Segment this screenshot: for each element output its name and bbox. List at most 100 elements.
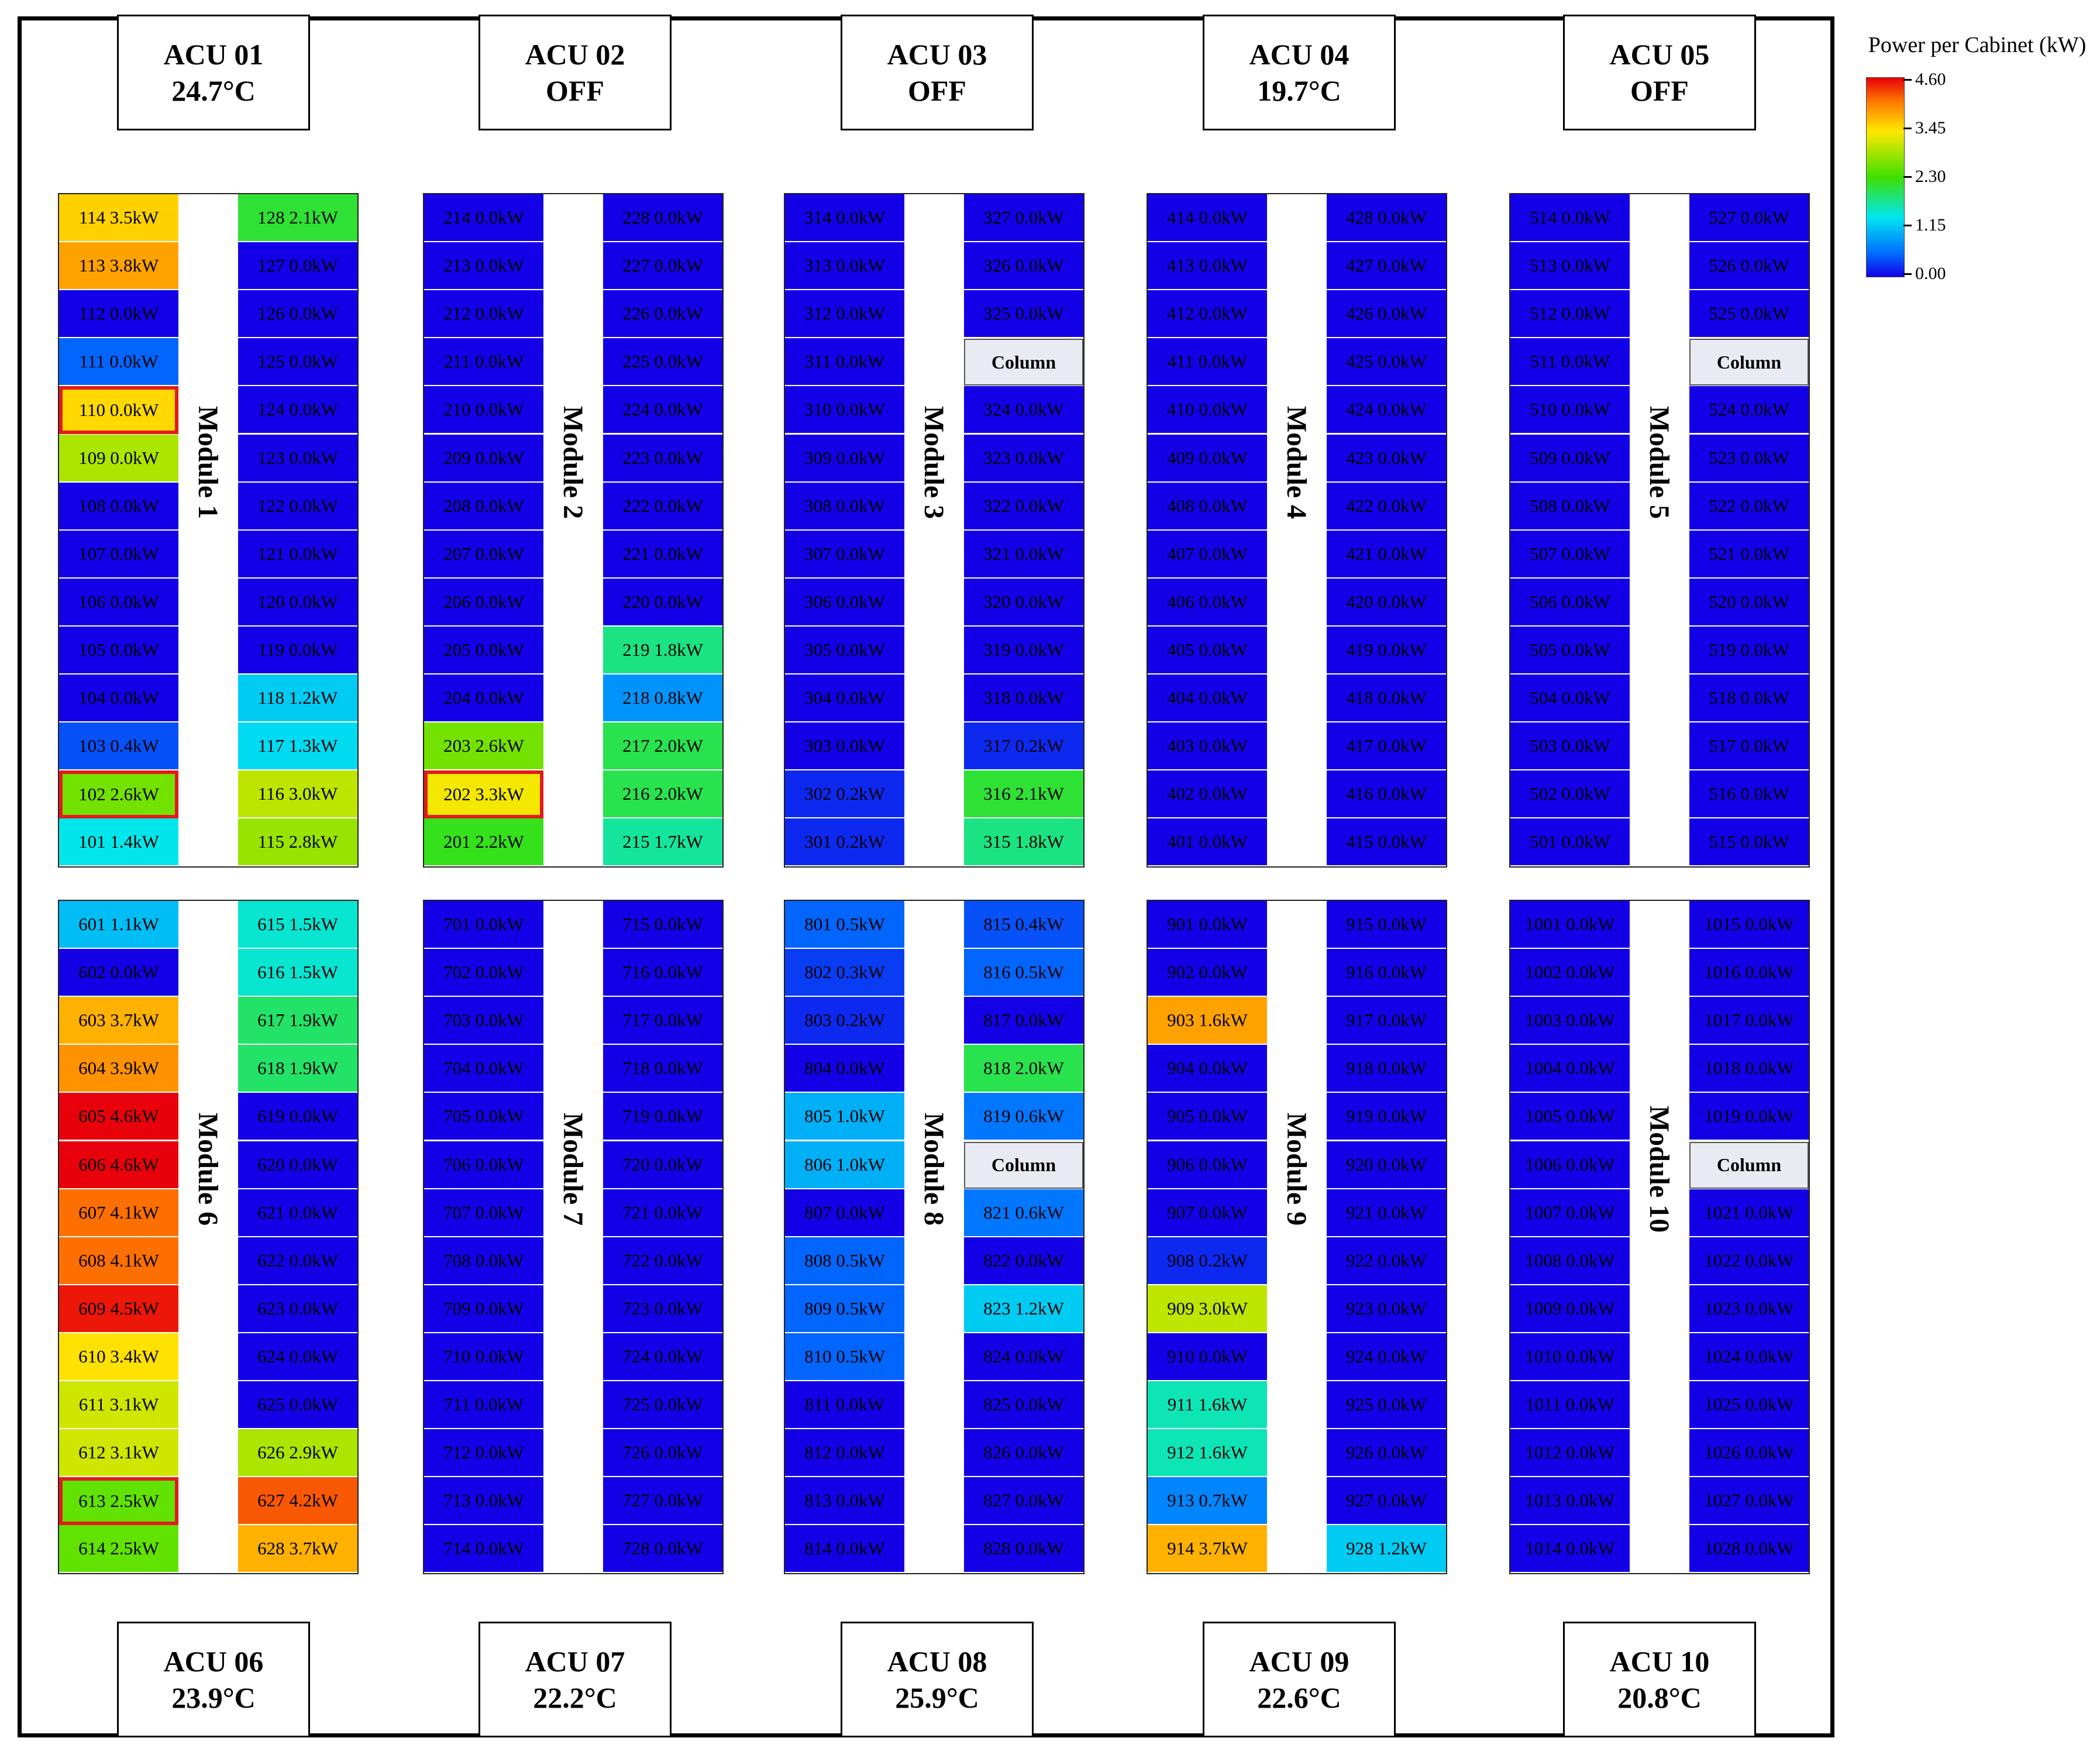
cabinet-cell[interactable]: 127 0.0kW: [238, 242, 357, 291]
cabinet-cell[interactable]: 1017 0.0kW: [1689, 997, 1809, 1045]
cabinet-cell[interactable]: 1009 0.0kW: [1510, 1285, 1630, 1333]
cabinet-cell[interactable]: 803 0.2kW: [785, 997, 904, 1045]
cabinet-cell[interactable]: 503 0.0kW: [1510, 722, 1630, 771]
cabinet-cell[interactable]: 104 0.0kW: [59, 675, 178, 723]
cabinet-cell[interactable]: 911 1.6kW: [1148, 1381, 1267, 1430]
cabinet-cell[interactable]: 121 0.0kW: [238, 530, 357, 579]
cabinet-cell[interactable]: 119 0.0kW: [238, 626, 357, 675]
cabinet-cell[interactable]: 204 0.0kW: [424, 675, 543, 723]
cabinet-cell[interactable]: 601 1.1kW: [59, 901, 178, 949]
cabinet-cell[interactable]: 725 0.0kW: [603, 1381, 722, 1430]
cabinet-cell[interactable]: 423 0.0kW: [1327, 434, 1446, 483]
cabinet-cell[interactable]: 124 0.0kW: [238, 386, 357, 435]
cabinet-cell[interactable]: 314 0.0kW: [785, 194, 904, 243]
cabinet-cell[interactable]: 322 0.0kW: [964, 482, 1083, 531]
cabinet-cell[interactable]: 418 0.0kW: [1327, 675, 1446, 723]
cabinet-cell[interactable]: 422 0.0kW: [1327, 482, 1446, 531]
cabinet-cell[interactable]: 509 0.0kW: [1510, 434, 1630, 483]
cabinet-cell[interactable]: 918 0.0kW: [1327, 1045, 1446, 1093]
cabinet-cell[interactable]: 523 0.0kW: [1689, 434, 1809, 483]
cabinet-cell[interactable]: 211 0.0kW: [424, 338, 543, 387]
cabinet-cell[interactable]: 728 0.0kW: [603, 1525, 722, 1574]
cabinet-cell[interactable]: 916 0.0kW: [1327, 949, 1446, 997]
cabinet-cell[interactable]: 105 0.0kW: [59, 626, 178, 675]
cabinet-cell[interactable]: 309 0.0kW: [785, 434, 904, 483]
cabinet-cell[interactable]: 118 1.2kW: [238, 675, 357, 723]
cabinet-cell[interactable]: 706 0.0kW: [424, 1141, 543, 1189]
cabinet-cell[interactable]: 724 0.0kW: [603, 1333, 722, 1381]
cabinet-cell[interactable]: 207 0.0kW: [424, 530, 543, 579]
cabinet-cell[interactable]: 527 0.0kW: [1689, 194, 1809, 243]
cabinet-cell[interactable]: 612 3.1kW: [59, 1429, 178, 1478]
cabinet-cell[interactable]: 811 0.0kW: [785, 1381, 904, 1430]
cabinet-cell[interactable]: 411 0.0kW: [1148, 338, 1267, 387]
cabinet-cell[interactable]: 616 1.5kW: [238, 949, 357, 997]
cabinet-cell[interactable]: 723 0.0kW: [603, 1285, 722, 1333]
cabinet-cell[interactable]: 813 0.0kW: [785, 1477, 904, 1526]
cabinet-cell[interactable]: 604 3.9kW: [59, 1045, 178, 1093]
cabinet-cell[interactable]: 907 0.0kW: [1148, 1189, 1267, 1237]
cabinet-cell[interactable]: 401 0.0kW: [1148, 818, 1267, 867]
cabinet-cell[interactable]: 628 3.7kW: [238, 1525, 357, 1574]
cabinet-cell[interactable]: 712 0.0kW: [424, 1429, 543, 1478]
cabinet-cell[interactable]: 709 0.0kW: [424, 1285, 543, 1333]
cabinet-cell[interactable]: 717 0.0kW: [603, 997, 722, 1045]
cabinet-cell[interactable]: 223 0.0kW: [603, 434, 722, 483]
cabinet-cell[interactable]: 323 0.0kW: [964, 434, 1083, 483]
cabinet-cell[interactable]: 128 2.1kW: [238, 194, 357, 243]
cabinet-cell[interactable]: 102 2.6kW: [59, 770, 178, 819]
cabinet-cell[interactable]: 613 2.5kW: [59, 1477, 178, 1526]
cabinet-cell[interactable]: 624 0.0kW: [238, 1333, 357, 1381]
cabinet-cell[interactable]: 205 0.0kW: [424, 626, 543, 675]
cabinet-cell[interactable]: 1026 0.0kW: [1689, 1429, 1809, 1478]
cabinet-cell[interactable]: 508 0.0kW: [1510, 482, 1630, 531]
cabinet-cell[interactable]: 403 0.0kW: [1148, 722, 1267, 771]
cabinet-cell[interactable]: 123 0.0kW: [238, 434, 357, 483]
cabinet-cell[interactable]: 409 0.0kW: [1148, 434, 1267, 483]
cabinet-cell[interactable]: 316 2.1kW: [964, 770, 1083, 819]
cabinet-cell[interactable]: 428 0.0kW: [1327, 194, 1446, 243]
cabinet-cell[interactable]: 922 0.0kW: [1327, 1237, 1446, 1285]
cabinet-cell[interactable]: 406 0.0kW: [1148, 578, 1267, 627]
cabinet-cell[interactable]: 608 4.1kW: [59, 1237, 178, 1285]
cabinet-cell[interactable]: 225 0.0kW: [603, 338, 722, 387]
cabinet-cell[interactable]: 304 0.0kW: [785, 675, 904, 723]
cabinet-cell[interactable]: 822 0.0kW: [964, 1237, 1083, 1285]
cabinet-cell[interactable]: 116 3.0kW: [238, 770, 357, 819]
cabinet-cell[interactable]: 420 0.0kW: [1327, 578, 1446, 627]
cabinet-cell[interactable]: 228 0.0kW: [603, 194, 722, 243]
cabinet-cell[interactable]: 920 0.0kW: [1327, 1141, 1446, 1189]
cabinet-cell[interactable]: 219 1.8kW: [603, 626, 722, 675]
cabinet-cell[interactable]: 310 0.0kW: [785, 386, 904, 435]
cabinet-cell[interactable]: 623 0.0kW: [238, 1285, 357, 1333]
cabinet-cell[interactable]: 606 4.6kW: [59, 1141, 178, 1189]
cabinet-cell[interactable]: 402 0.0kW: [1148, 770, 1267, 819]
cabinet-cell[interactable]: 1005 0.0kW: [1510, 1093, 1630, 1141]
cabinet-cell[interactable]: 602 0.0kW: [59, 949, 178, 997]
cabinet-cell[interactable]: 521 0.0kW: [1689, 530, 1809, 579]
cabinet-cell[interactable]: 926 0.0kW: [1327, 1429, 1446, 1478]
cabinet-cell[interactable]: 413 0.0kW: [1148, 242, 1267, 291]
cabinet-cell[interactable]: 610 3.4kW: [59, 1333, 178, 1381]
cabinet-cell[interactable]: 609 4.5kW: [59, 1285, 178, 1333]
cabinet-cell[interactable]: 622 0.0kW: [238, 1237, 357, 1285]
cabinet-cell[interactable]: 925 0.0kW: [1327, 1381, 1446, 1430]
cabinet-cell[interactable]: 906 0.0kW: [1148, 1141, 1267, 1189]
cabinet-cell[interactable]: 625 0.0kW: [238, 1381, 357, 1430]
cabinet-cell[interactable]: 1011 0.0kW: [1510, 1381, 1630, 1430]
cabinet-cell[interactable]: 826 0.0kW: [964, 1429, 1083, 1478]
cabinet-cell[interactable]: 914 3.7kW: [1148, 1525, 1267, 1574]
cabinet-cell[interactable]: 711 0.0kW: [424, 1381, 543, 1430]
cabinet-cell[interactable]: 806 1.0kW: [785, 1141, 904, 1189]
cabinet-cell[interactable]: 202 3.3kW: [424, 770, 543, 819]
cabinet-cell[interactable]: 305 0.0kW: [785, 626, 904, 675]
cabinet-cell[interactable]: 505 0.0kW: [1510, 626, 1630, 675]
cabinet-cell[interactable]: 212 0.0kW: [424, 290, 543, 339]
cabinet-cell[interactable]: 412 0.0kW: [1148, 290, 1267, 339]
cabinet-cell[interactable]: 702 0.0kW: [424, 949, 543, 997]
cabinet-cell[interactable]: 325 0.0kW: [964, 290, 1083, 339]
cabinet-cell[interactable]: 506 0.0kW: [1510, 578, 1630, 627]
cabinet-cell[interactable]: 1027 0.0kW: [1689, 1477, 1809, 1526]
cabinet-cell[interactable]: 510 0.0kW: [1510, 386, 1630, 435]
cabinet-cell[interactable]: 218 0.8kW: [603, 675, 722, 723]
